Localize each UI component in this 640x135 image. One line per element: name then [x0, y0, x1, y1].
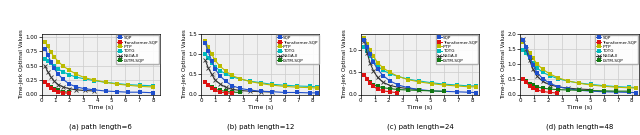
Legend: SQP, Transformer-SQP, iPTP, TOTG, NSGA-II, LSTM-SQP: SQP, Transformer-SQP, iPTP, TOTG, NSGA-I… [116, 35, 159, 64]
X-axis label: Time (s): Time (s) [567, 105, 592, 110]
Y-axis label: Time-Jerk Optimal Values: Time-Jerk Optimal Values [342, 29, 347, 99]
Legend: SQP, Transformer-SQP, iPTP, TOTG, NSGA-II, LSTM-SQP: SQP, Transformer-SQP, iPTP, TOTG, NSGA-I… [595, 35, 638, 64]
X-axis label: Time (s): Time (s) [88, 105, 113, 110]
Y-axis label: Time-Jerk Optimal Values: Time-Jerk Optimal Values [182, 29, 187, 99]
Title: (a) path length=6: (a) path length=6 [69, 123, 132, 130]
Title: (c) path length=24: (c) path length=24 [387, 123, 453, 130]
X-axis label: Time (s): Time (s) [248, 105, 273, 110]
Legend: SQP, Transformer-SQP, iPTP, TOTG, NSGA-II, LSTM-SQP: SQP, Transformer-SQP, iPTP, TOTG, NSGA-I… [276, 35, 319, 64]
Y-axis label: Time-Jerk Optimal Values: Time-Jerk Optimal Values [502, 29, 506, 99]
Title: (d) path length=48: (d) path length=48 [546, 123, 613, 130]
Title: (b) path length=12: (b) path length=12 [227, 123, 294, 130]
X-axis label: Time (s): Time (s) [407, 105, 433, 110]
Legend: SQP, Transformer-SQP, iPTP, TOTG, NSGA-II, LSTM-SQP: SQP, Transformer-SQP, iPTP, TOTG, NSGA-I… [436, 35, 478, 64]
Y-axis label: Time-Jerk Optimal Values: Time-Jerk Optimal Values [19, 29, 24, 99]
